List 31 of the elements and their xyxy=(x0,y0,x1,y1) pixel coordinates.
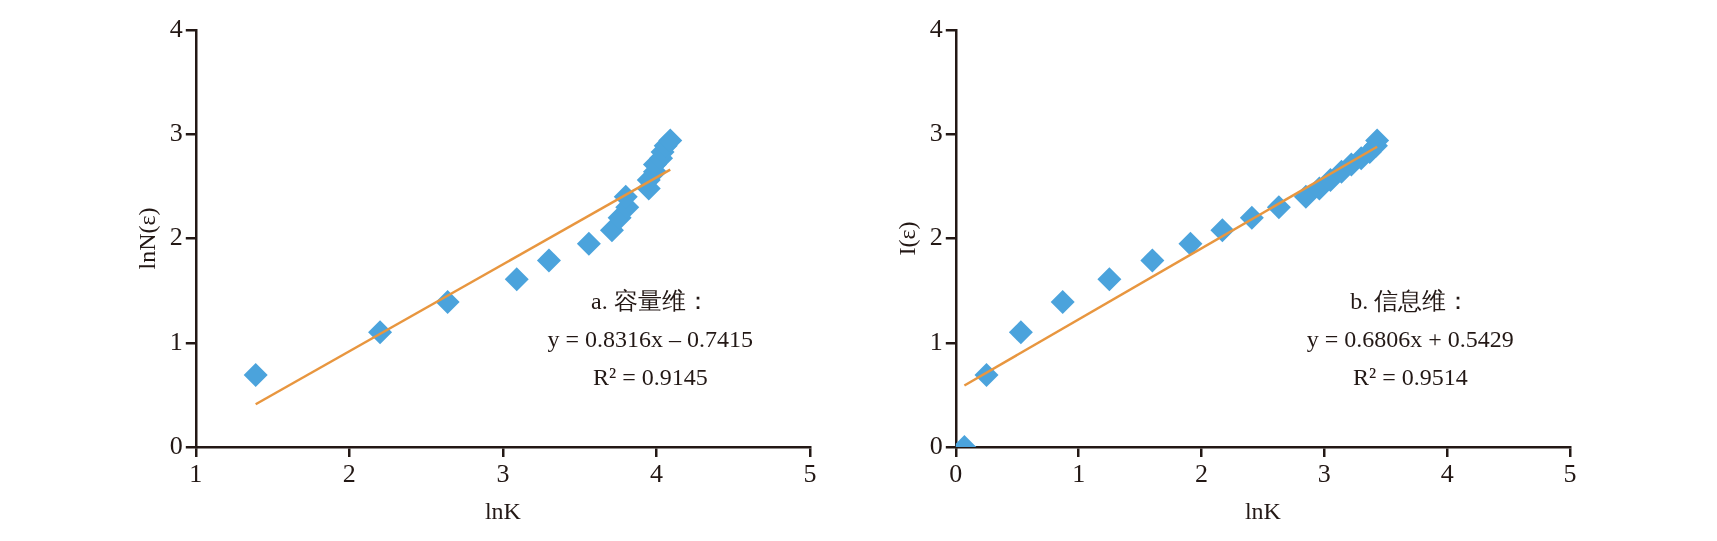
x-axis-title: lnK xyxy=(1244,497,1282,524)
y-tick-label: 2 xyxy=(929,222,943,252)
annotation: a. 容量维： xyxy=(590,288,710,315)
annotation: R² = 0.9514 xyxy=(1352,364,1468,391)
x-tick-label: 5 xyxy=(1563,459,1577,489)
x-tick-label: 5 xyxy=(803,459,817,489)
x-tick-label: 1 xyxy=(189,459,203,489)
annotation: y = 0.6806x + 0.5429 xyxy=(1306,326,1514,353)
annotation: b. 信息维： xyxy=(1350,288,1471,315)
y-tick-label: 3 xyxy=(929,118,943,148)
y-tick-label: 4 xyxy=(929,13,943,43)
x-tick-label: 1 xyxy=(1072,459,1086,489)
y-tick-label: 1 xyxy=(929,326,943,356)
y-tick-label: 4 xyxy=(169,13,183,43)
x-tick-label: 2 xyxy=(342,459,356,489)
x-tick-label: 3 xyxy=(1317,459,1331,489)
x-tick-label: 0 xyxy=(949,459,963,489)
x-axis-title: lnK xyxy=(484,497,522,524)
y-tick-label: 0 xyxy=(929,430,943,460)
y-tick-label: 1 xyxy=(169,326,183,356)
annotation: y = 0.8316x – 0.7415 xyxy=(547,326,754,353)
y-tick-label: 0 xyxy=(169,430,183,460)
x-tick-label: 4 xyxy=(1440,459,1454,489)
x-tick-label: 3 xyxy=(496,459,510,489)
y-tick-label: 3 xyxy=(169,118,183,148)
x-tick-label: 4 xyxy=(649,459,663,489)
x-tick-label: 2 xyxy=(1194,459,1208,489)
y-axis-title: lnN(ε) xyxy=(133,207,160,270)
annotation: R² = 0.9145 xyxy=(592,364,708,391)
y-tick-label: 2 xyxy=(169,222,183,252)
y-axis-title: I(ε) xyxy=(893,221,920,256)
